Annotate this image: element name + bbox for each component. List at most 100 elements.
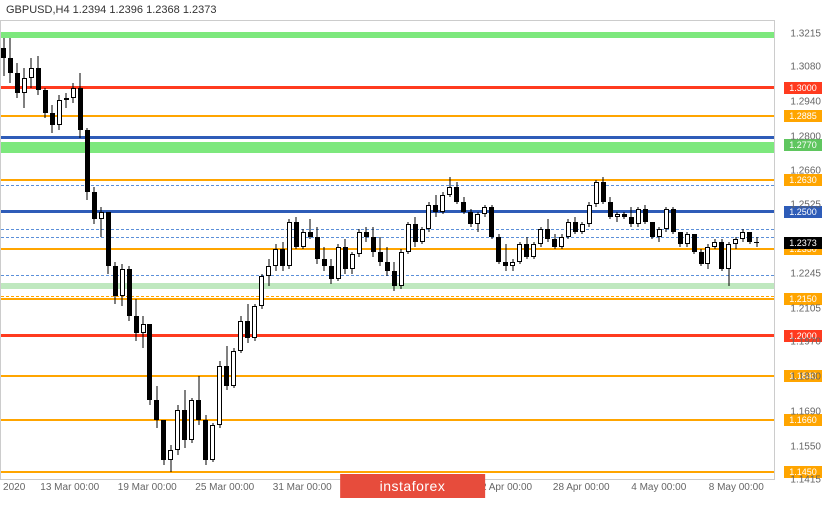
candle bbox=[57, 21, 62, 481]
candle bbox=[454, 21, 459, 481]
candle bbox=[15, 21, 20, 481]
candle bbox=[315, 21, 320, 481]
candle bbox=[141, 21, 146, 481]
candle bbox=[650, 21, 655, 481]
candle bbox=[238, 21, 243, 481]
y-tick: 1.1970 bbox=[790, 337, 821, 348]
candle bbox=[134, 21, 139, 481]
y-tick: 1.2940 bbox=[790, 96, 821, 107]
candle bbox=[259, 21, 264, 481]
y-tick: 1.2105 bbox=[790, 303, 821, 314]
candle bbox=[517, 21, 522, 481]
y-tick: 1.1830 bbox=[790, 372, 821, 383]
ohlc-open: 1.2394 bbox=[73, 4, 107, 16]
candle bbox=[385, 21, 390, 481]
ohlc-close: 1.2373 bbox=[183, 4, 217, 16]
candle bbox=[343, 21, 348, 481]
candle bbox=[468, 21, 473, 481]
candle bbox=[552, 21, 557, 481]
candle bbox=[692, 21, 697, 481]
candle bbox=[489, 21, 494, 481]
candle bbox=[719, 21, 724, 481]
x-tick: 19 Mar 00:00 bbox=[118, 482, 177, 493]
candle bbox=[120, 21, 125, 481]
candle bbox=[503, 21, 508, 481]
candle bbox=[447, 21, 452, 481]
candle bbox=[127, 21, 132, 481]
x-tick: 13 Mar 00:00 bbox=[40, 482, 99, 493]
candle bbox=[475, 21, 480, 481]
candle bbox=[461, 21, 466, 481]
x-tick: 9 Mar 2020 bbox=[0, 482, 25, 493]
x-tick: 4 May 00:00 bbox=[631, 482, 686, 493]
candle bbox=[189, 21, 194, 481]
x-tick: 28 Apr 00:00 bbox=[553, 482, 610, 493]
candle bbox=[350, 21, 355, 481]
candle bbox=[733, 21, 738, 481]
y-tick: 1.1550 bbox=[790, 441, 821, 452]
candle bbox=[78, 21, 83, 481]
candle bbox=[280, 21, 285, 481]
y-tick: 1.2660 bbox=[790, 166, 821, 177]
candle bbox=[308, 21, 313, 481]
candle bbox=[678, 21, 683, 481]
candle bbox=[629, 21, 634, 481]
candle bbox=[147, 21, 152, 481]
candle bbox=[1, 21, 6, 481]
candle bbox=[224, 21, 229, 481]
candle bbox=[754, 21, 759, 481]
candle bbox=[643, 21, 648, 481]
candle bbox=[64, 21, 69, 481]
candle bbox=[36, 21, 41, 481]
candle bbox=[231, 21, 236, 481]
candle bbox=[99, 21, 104, 481]
ohlc-high: 1.2396 bbox=[109, 4, 143, 16]
candle bbox=[301, 21, 306, 481]
candle bbox=[573, 21, 578, 481]
candle bbox=[531, 21, 536, 481]
timeframe: H4 bbox=[56, 4, 70, 16]
candle bbox=[406, 21, 411, 481]
candle bbox=[615, 21, 620, 481]
candle bbox=[622, 21, 627, 481]
candle bbox=[85, 21, 90, 481]
candle bbox=[657, 21, 662, 481]
candle bbox=[580, 21, 585, 481]
watermark: instaforex bbox=[340, 474, 486, 498]
ohlc-low: 1.2368 bbox=[146, 4, 180, 16]
y-tick: 1.1415 bbox=[790, 475, 821, 486]
candle bbox=[161, 21, 166, 481]
candle bbox=[608, 21, 613, 481]
candle bbox=[294, 21, 299, 481]
candle bbox=[559, 21, 564, 481]
candle bbox=[594, 21, 599, 481]
candle bbox=[113, 21, 118, 481]
candle bbox=[210, 21, 215, 481]
candle bbox=[336, 21, 341, 481]
y-tick: 1.3080 bbox=[790, 62, 821, 73]
y-tick: 1.3215 bbox=[790, 28, 821, 39]
candle bbox=[433, 21, 438, 481]
candle bbox=[43, 21, 48, 481]
candle bbox=[364, 21, 369, 481]
candle bbox=[566, 21, 571, 481]
y-tick: 1.1690 bbox=[790, 406, 821, 417]
candle bbox=[92, 21, 97, 481]
candle bbox=[399, 21, 404, 481]
candle bbox=[747, 21, 752, 481]
candle bbox=[29, 21, 34, 481]
candle bbox=[196, 21, 201, 481]
candle bbox=[8, 21, 13, 481]
candle bbox=[726, 21, 731, 481]
plot-area[interactable]: 1.30001.28851.27701.26301.25001.23501.21… bbox=[0, 20, 775, 480]
candle bbox=[329, 21, 334, 481]
y-tick: 1.2800 bbox=[790, 131, 821, 142]
candle bbox=[378, 21, 383, 481]
y-tick: 1.2525 bbox=[790, 199, 821, 210]
symbol: GBPUSD bbox=[6, 4, 52, 16]
candle bbox=[440, 21, 445, 481]
candle bbox=[545, 21, 550, 481]
x-tick: 25 Mar 00:00 bbox=[195, 482, 254, 493]
candle bbox=[245, 21, 250, 481]
candle bbox=[671, 21, 676, 481]
